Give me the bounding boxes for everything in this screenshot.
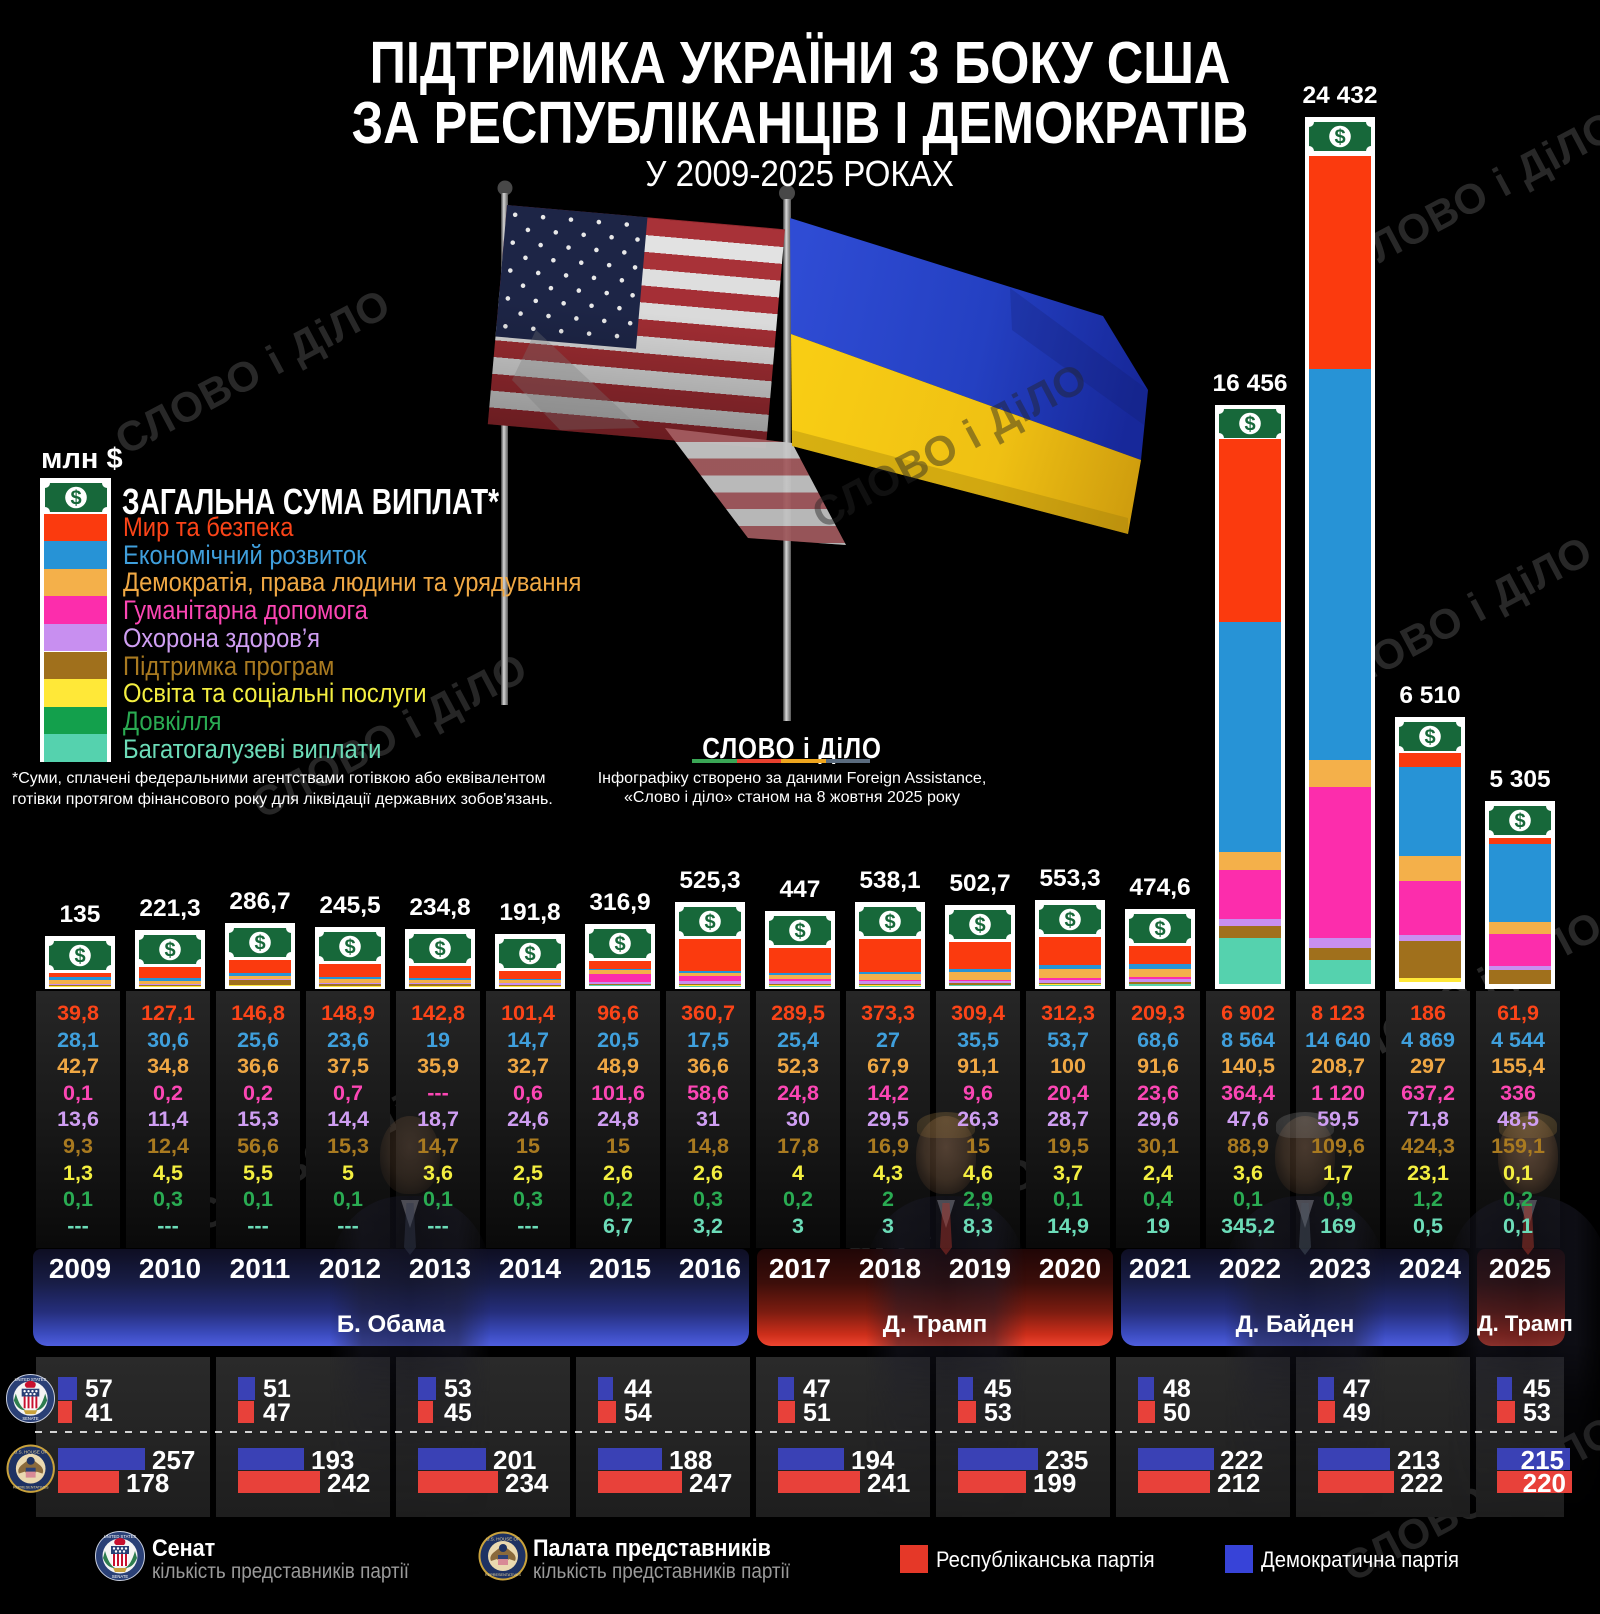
svg-text:$: $ bbox=[1154, 918, 1165, 940]
svg-text:$: $ bbox=[254, 932, 265, 954]
svg-text:$: $ bbox=[704, 911, 715, 933]
svg-text:REPRESENTATIVES: REPRESENTATIVES bbox=[485, 1573, 522, 1577]
svg-text:$: $ bbox=[794, 920, 805, 942]
svg-text:UNITED STATES: UNITED STATES bbox=[104, 1534, 137, 1539]
svg-text:$: $ bbox=[434, 938, 445, 960]
svg-text:$: $ bbox=[70, 487, 81, 509]
svg-text:U.S. HOUSE OF: U.S. HOUSE OF bbox=[486, 1537, 520, 1542]
svg-text:$: $ bbox=[1334, 126, 1345, 148]
svg-text:$: $ bbox=[524, 943, 535, 965]
svg-text:$: $ bbox=[1514, 810, 1525, 832]
svg-text:$: $ bbox=[1064, 909, 1075, 931]
svg-text:$: $ bbox=[1424, 726, 1435, 748]
svg-text:$: $ bbox=[164, 939, 175, 961]
svg-text:UNITED STATES: UNITED STATES bbox=[15, 1376, 47, 1381]
svg-text:$: $ bbox=[884, 911, 895, 933]
svg-text:U.S. HOUSE OF: U.S. HOUSE OF bbox=[14, 1450, 47, 1455]
svg-text:$: $ bbox=[344, 936, 355, 958]
svg-text:REPRESENTATIVES: REPRESENTATIVES bbox=[13, 1486, 49, 1490]
svg-text:$: $ bbox=[74, 945, 85, 967]
svg-text:$: $ bbox=[1244, 414, 1255, 436]
svg-text:SENATE: SENATE bbox=[112, 1574, 129, 1579]
svg-text:$: $ bbox=[974, 914, 985, 936]
svg-text:SENATE: SENATE bbox=[22, 1416, 38, 1421]
svg-text:$: $ bbox=[614, 933, 625, 955]
